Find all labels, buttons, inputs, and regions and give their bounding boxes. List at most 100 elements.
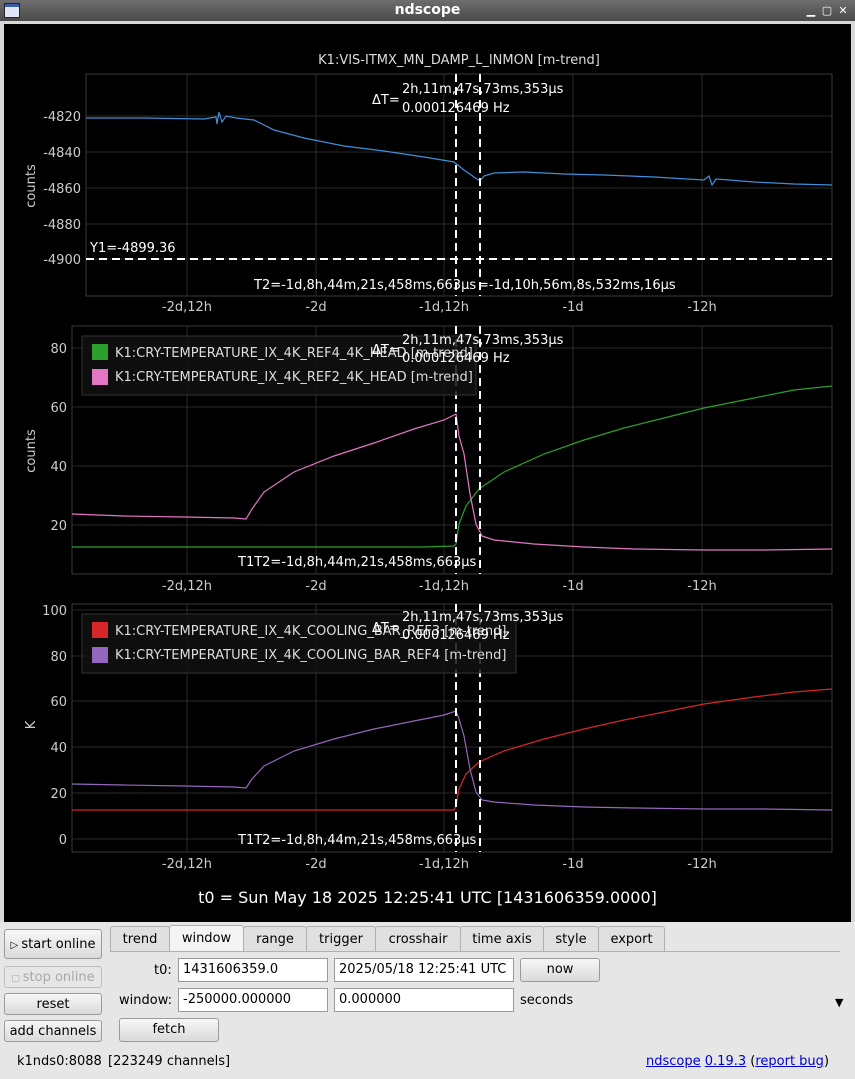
plot-1-ytick: -4820: [43, 110, 81, 125]
report-bug-link[interactable]: report bug: [755, 1054, 824, 1069]
plot-2-ytick: 60: [50, 401, 67, 416]
plot-1-delta-f: 0.000126469 Hz: [402, 101, 510, 116]
window-title: ndscope: [394, 2, 461, 18]
tab-window[interactable]: window: [169, 925, 244, 952]
tab-style[interactable]: style: [543, 926, 599, 951]
version-link[interactable]: 0.19.3: [704, 1054, 747, 1069]
plot-3-xtick: -12h: [687, 857, 716, 872]
plot-3-legend: [81, 613, 517, 674]
add-channels-button[interactable]: add channels: [4, 1020, 102, 1042]
plot-3-ytick: 60: [50, 695, 67, 710]
stop-online-button[interactable]: ▢ stop online: [4, 966, 102, 988]
plot-1-ytick: -4880: [43, 218, 81, 233]
plot-1-t1-label: T2=-1d,8h,44m,21s,458ms,663µs: [253, 278, 476, 293]
t0-label: t0:: [154, 963, 172, 978]
window-end-input[interactable]: 0.000000: [334, 988, 514, 1012]
plot-3-ytick: 80: [50, 650, 67, 665]
plot-2-legend-swatch: [92, 369, 108, 385]
minimize-icon[interactable]: ▁: [806, 4, 816, 17]
plot-2-xticks: -2d,12h -2d -1d,12h -1d -12h: [162, 579, 717, 594]
plot-3[interactable]: 100 80 60 40 20 0 K -2d,12h -2d -1d,12h …: [24, 603, 833, 872]
plot-3-xtick: -1d: [562, 857, 583, 872]
plot-2-xtick: -2d,12h: [162, 579, 212, 594]
plot-2-t-label: T1T2=-1d,8h,44m,21s,458ms,663µs: [237, 555, 477, 570]
plot-3-legend-item: K1:CRY-TEMPERATURE_IX_4K_COOLING_BAR_REF…: [115, 648, 506, 663]
tab-crosshair[interactable]: crosshair: [375, 926, 461, 951]
reset-button[interactable]: reset: [4, 993, 102, 1015]
plot-1-xtick: -1d: [562, 300, 583, 315]
plot-3-xtick: -2d: [305, 857, 326, 872]
tab-time-axis[interactable]: time axis: [460, 926, 544, 951]
plot-3-legend-item: K1:CRY-TEMPERATURE_IX_4K_COOLING_BAR_REF…: [115, 624, 506, 639]
plot-2-delta-f: 0.000126469 Hz: [402, 351, 510, 366]
now-button[interactable]: now: [520, 958, 600, 982]
plot-3-frame: [71, 603, 833, 853]
plot-2-delta-label: ΔT=: [372, 343, 400, 358]
plot-1-series: [86, 111, 833, 187]
plot-3-xtick: -1d,12h: [419, 857, 469, 872]
plot-2-delta-t: 2h,11m,47s,73ms,353µs: [402, 333, 564, 348]
plot-1[interactable]: K1:VIS-ITMX_MN_DAMP_L_INMON [m-trend] -4…: [24, 53, 833, 315]
plot-2-xtick: -2d: [305, 579, 326, 594]
start-online-button[interactable]: ▷ start online: [4, 929, 102, 959]
plot-1-xtick: -12h: [687, 300, 716, 315]
plot-3-yticks: 100 80 60 40 20 0: [42, 604, 67, 848]
maximize-icon[interactable]: ▢: [821, 4, 833, 17]
report-paren-open: (: [750, 1054, 756, 1069]
plot-2-series-ref2: [71, 413, 833, 551]
plot-1-yticks: -4820 -4840 -4860 -4880 -4900: [43, 110, 81, 268]
plot-3-xticks: -2d,12h -2d -1d,12h -1d -12h: [162, 857, 717, 872]
plot-3-xtick: -2d,12h: [162, 857, 212, 872]
plot-3-ytick: 40: [50, 741, 67, 756]
plot-1-title: K1:VIS-ITMX_MN_DAMP_L_INMON [m-trend]: [318, 53, 600, 68]
plot-2-ylabel: counts: [24, 429, 39, 473]
plot-3-ytick: 100: [42, 604, 67, 619]
plot-2[interactable]: 80 60 40 20 counts -2d,12h -2d -1d,12h -…: [24, 325, 833, 594]
plot-2-ytick: 80: [50, 342, 67, 357]
plot-3-ylabel: K: [24, 720, 39, 729]
plot-1-ytick: -4860: [43, 182, 81, 197]
plot-3-ytick: 20: [50, 787, 67, 802]
plot-2-xtick: -1d,12h: [419, 579, 469, 594]
plot-2-legend: [81, 335, 477, 396]
plot-2-frame: [71, 325, 833, 575]
t0-gps-input[interactable]: 1431606359.0: [178, 958, 328, 982]
plot-3-legend-swatch: [92, 622, 108, 638]
plot-1-ytick: -4840: [43, 146, 81, 161]
ndscope-link[interactable]: ndscope: [646, 1054, 701, 1069]
t0-utc-input[interactable]: 2025/05/18 12:25:41 UTC: [334, 958, 514, 982]
fetch-button[interactable]: fetch: [119, 1018, 219, 1042]
plot-1-y1-label: Y1=-4899.36: [89, 241, 176, 256]
server-status: k1nds0:8088: [17, 1054, 102, 1069]
expand-arrow-icon[interactable]: ▼: [835, 996, 844, 1009]
plot-1-ylabel: counts: [24, 164, 39, 208]
window-start-input[interactable]: -250000.000000: [178, 988, 328, 1012]
tab-panel-border: [110, 951, 840, 952]
about-line: ndscope 0.19.3 (report bug): [646, 1054, 829, 1069]
plot-1-xtick: -2d: [305, 300, 326, 315]
channel-count: [223249 channels]: [108, 1054, 231, 1069]
tab-range[interactable]: range: [243, 926, 307, 951]
window-titlebar: ndscope ▁ ▢ ✕: [0, 0, 855, 21]
tab-trigger[interactable]: trigger: [306, 926, 376, 951]
plot-3-ytick: 0: [59, 833, 67, 848]
plot-2-yticks: 80 60 40 20: [50, 342, 67, 534]
plot-3-series-ref3: [72, 688, 833, 811]
window-label: window:: [119, 993, 172, 1008]
plot-3-delta-f: 0.000126469 Hz: [402, 628, 510, 643]
plot-1-xtick: -2d,12h: [162, 300, 212, 315]
plot-1-delta-label: ΔT=: [372, 93, 400, 108]
tab-export[interactable]: export: [598, 926, 665, 951]
plot-1-delta-t: 2h,11m,47s,73ms,353µs: [402, 82, 564, 97]
plot-3-legend-swatch: [92, 647, 108, 663]
plot-2-ytick: 40: [50, 460, 67, 475]
plot-1-t2-label: =-1d,10h,56m,8s,532ms,16µs: [478, 278, 676, 293]
plot-1-xticks: -2d,12h -2d -1d,12h -1d -12h: [162, 300, 717, 315]
stop-icon: ▢: [11, 974, 23, 984]
window-units-label: seconds: [520, 993, 574, 1008]
plot-3-t-label: T1T2=-1d,8h,44m,21s,458ms,663µs: [237, 833, 477, 848]
plot-area[interactable]: K1:VIS-ITMX_MN_DAMP_L_INMON [m-trend] -4…: [4, 24, 851, 922]
close-icon[interactable]: ✕: [838, 4, 848, 17]
tab-trend[interactable]: trend: [110, 926, 170, 951]
stop-online-label: stop online: [22, 970, 95, 985]
